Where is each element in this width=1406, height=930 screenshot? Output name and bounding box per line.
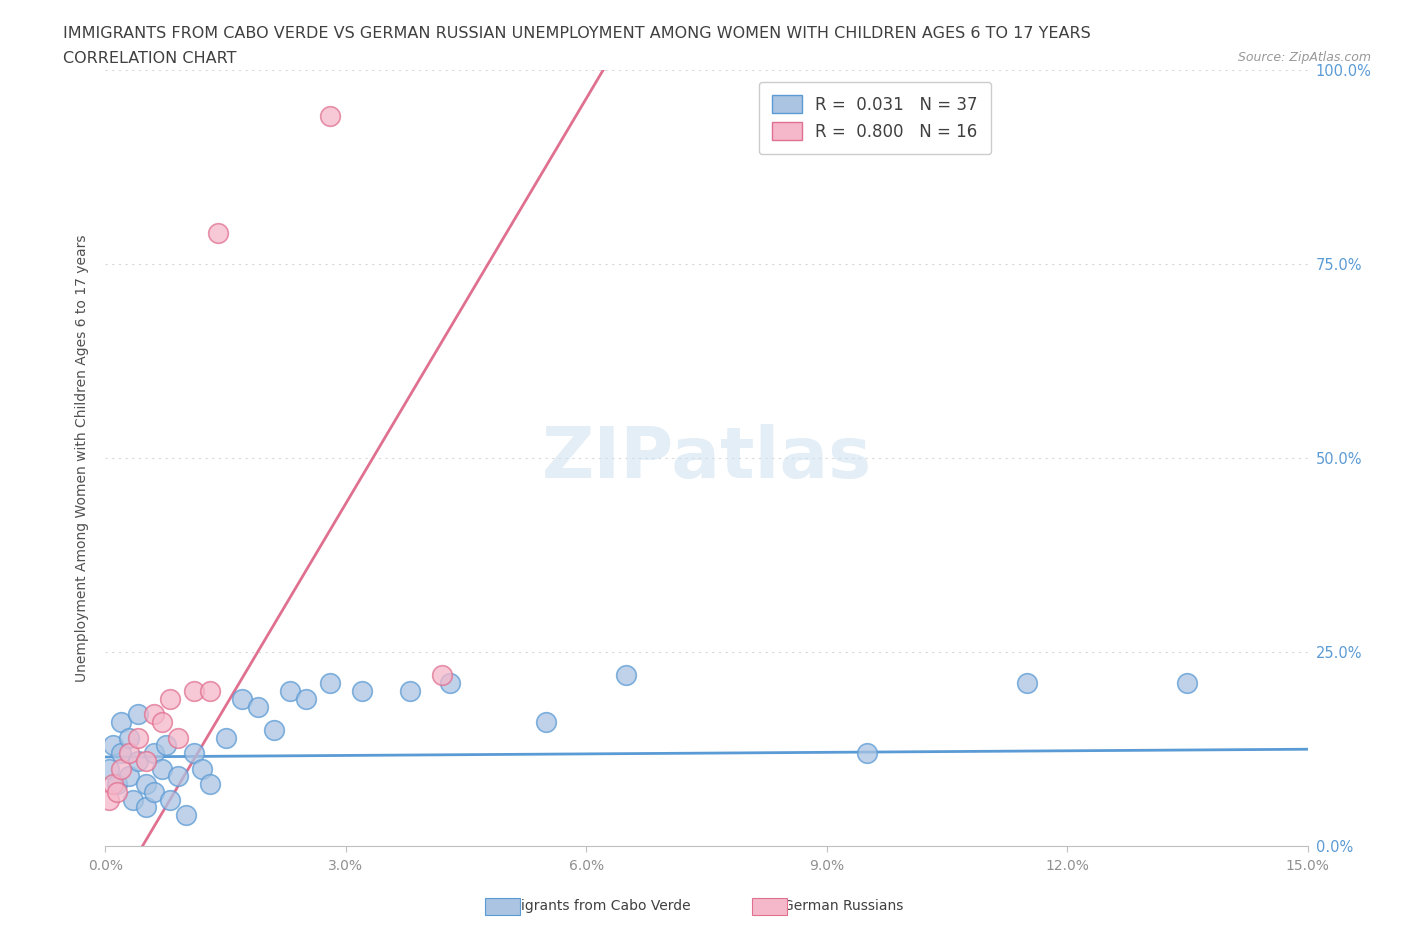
- Point: [103, 777, 125, 791]
- Point: [107, 777, 129, 791]
- Point: [174, 808, 197, 823]
- Point: [166, 769, 188, 784]
- Point: [98, 792, 121, 807]
- Point: [534, 714, 557, 729]
- Point: [103, 737, 125, 752]
- Text: ZIPatlas: ZIPatlas: [541, 423, 872, 493]
- Point: [118, 746, 141, 761]
- Point: [118, 730, 141, 745]
- Point: [150, 714, 173, 729]
- Point: [127, 753, 149, 768]
- Point: [295, 691, 318, 706]
- Point: [1177, 676, 1199, 691]
- Point: [439, 676, 461, 691]
- Text: IMMIGRANTS FROM CABO VERDE VS GERMAN RUSSIAN UNEMPLOYMENT AMONG WOMEN WITH CHILD: IMMIGRANTS FROM CABO VERDE VS GERMAN RUS…: [63, 26, 1091, 41]
- Point: [198, 777, 221, 791]
- Point: [118, 769, 141, 784]
- Point: [107, 785, 129, 800]
- Point: [198, 684, 221, 698]
- Point: [190, 761, 212, 776]
- Point: [135, 800, 157, 815]
- Point: [430, 668, 453, 683]
- Point: [142, 785, 165, 800]
- Point: [246, 699, 269, 714]
- Point: [1017, 676, 1039, 691]
- Point: [278, 684, 301, 698]
- Point: [110, 746, 132, 761]
- Point: [142, 746, 165, 761]
- Point: [110, 761, 132, 776]
- Point: [183, 684, 205, 698]
- Legend: R =  0.031   N = 37, R =  0.800   N = 16: R = 0.031 N = 37, R = 0.800 N = 16: [759, 82, 991, 154]
- Point: [135, 753, 157, 768]
- Point: [263, 723, 285, 737]
- Point: [142, 707, 165, 722]
- Point: [159, 691, 181, 706]
- Point: [319, 676, 342, 691]
- Point: [166, 730, 188, 745]
- Text: German Russians: German Russians: [783, 898, 904, 913]
- Point: [127, 730, 149, 745]
- Point: [159, 792, 181, 807]
- Y-axis label: Unemployment Among Women with Children Ages 6 to 17 years: Unemployment Among Women with Children A…: [76, 234, 90, 682]
- Point: [350, 684, 373, 698]
- Point: [150, 761, 173, 776]
- Point: [122, 792, 145, 807]
- Point: [855, 746, 877, 761]
- Point: [135, 777, 157, 791]
- Point: [98, 761, 121, 776]
- Point: [319, 109, 342, 124]
- Point: [231, 691, 253, 706]
- Text: CORRELATION CHART: CORRELATION CHART: [63, 51, 236, 66]
- Point: [214, 730, 236, 745]
- Point: [399, 684, 422, 698]
- Text: Source: ZipAtlas.com: Source: ZipAtlas.com: [1237, 51, 1371, 64]
- Text: Immigrants from Cabo Verde: Immigrants from Cabo Verde: [491, 898, 690, 913]
- Point: [183, 746, 205, 761]
- Point: [155, 737, 177, 752]
- Point: [127, 707, 149, 722]
- Point: [207, 225, 229, 240]
- Point: [616, 668, 638, 683]
- Point: [110, 714, 132, 729]
